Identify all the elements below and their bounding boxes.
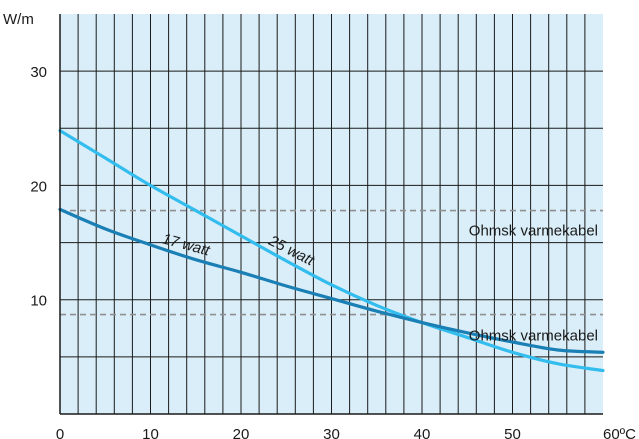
series-line-0 bbox=[58, 128, 605, 373]
reference-label-lower: Ohmsk varmekabel bbox=[469, 328, 598, 345]
y-tick-labels: 10 20 30 bbox=[30, 64, 47, 310]
y-tick-label: 30 bbox=[30, 64, 47, 81]
x-tick-labels: 0 10 20 30 40 50 bbox=[56, 426, 521, 439]
y-tick-label: 20 bbox=[30, 178, 47, 195]
reference-lines bbox=[60, 209, 603, 316]
reference-label-upper: Ohmsk varmekabel bbox=[469, 223, 598, 240]
y-axis-unit-label: W/m bbox=[3, 11, 34, 28]
axes bbox=[59, 14, 603, 415]
x-axis-last-tick-label: 60ºC bbox=[603, 426, 636, 439]
x-tick-label: 50 bbox=[504, 426, 521, 439]
x-tick-label: 20 bbox=[233, 426, 250, 439]
x-tick-label: 40 bbox=[414, 426, 431, 439]
series-group bbox=[58, 128, 605, 373]
x-tick-label: 10 bbox=[142, 426, 159, 439]
x-tick-label: 30 bbox=[323, 426, 340, 439]
x-tick-label: 0 bbox=[56, 426, 64, 439]
series-line-1 bbox=[58, 207, 605, 354]
y-tick-label: 10 bbox=[30, 293, 47, 310]
vertical-grid-lines bbox=[77, 14, 586, 414]
